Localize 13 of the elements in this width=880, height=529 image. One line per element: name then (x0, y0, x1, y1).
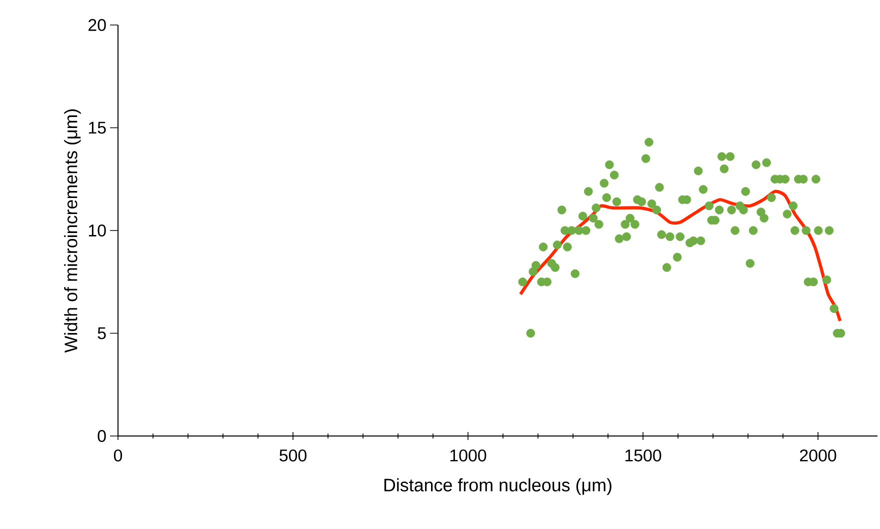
y-tick-label: 5 (98, 327, 106, 340)
y-tick-label: 20 (88, 19, 106, 31)
x-tick-label: 1500 (625, 449, 662, 462)
x-tick-label: 500 (280, 449, 306, 462)
x-tick-label: 2000 (800, 449, 836, 462)
x-axis-title: Distance from nucleous (μm) (384, 478, 612, 495)
y-tick-label: 0 (98, 430, 106, 442)
y-tick-label: 15 (88, 122, 106, 134)
line-series (518, 190, 842, 323)
x-tick-label: 0 (114, 449, 122, 462)
x-tick-label: 1000 (450, 449, 486, 462)
y-tick-label: 10 (88, 224, 106, 236)
y-axis-title: Width of microincrements (μm) (64, 109, 81, 353)
